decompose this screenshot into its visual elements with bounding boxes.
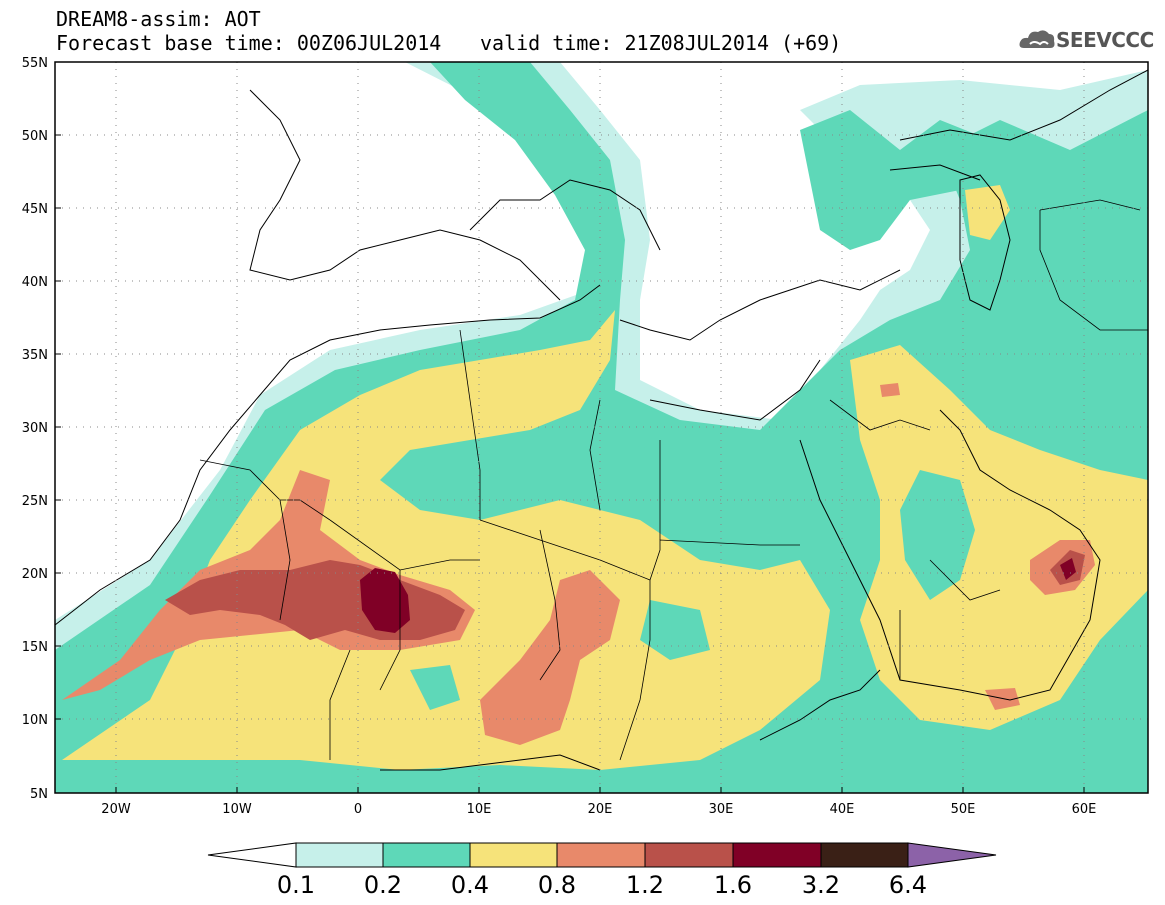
lon-label: 20E bbox=[588, 802, 613, 817]
aot-teal-islands bbox=[410, 440, 975, 710]
lat-label: 40N bbox=[22, 275, 48, 290]
colorbar-label: 1.6 bbox=[714, 871, 752, 899]
colorbar-low-arrow bbox=[207, 842, 297, 868]
lon-label: 10E bbox=[467, 802, 492, 817]
logo-text: SEEVCCC bbox=[1056, 28, 1154, 52]
lat-label: 55N bbox=[22, 56, 48, 71]
colorbar-label: 3.2 bbox=[802, 871, 840, 899]
lat-label: 50N bbox=[22, 129, 48, 144]
lon-label: 10W bbox=[222, 802, 252, 817]
colorbar-label: 0.8 bbox=[538, 871, 576, 899]
lat-label: 25N bbox=[22, 494, 48, 509]
colorbar bbox=[207, 842, 997, 868]
lon-label: 0 bbox=[354, 802, 362, 817]
colorbar-swatch bbox=[295, 842, 384, 868]
coastlines bbox=[55, 69, 1148, 771]
lon-label: 50E bbox=[951, 802, 976, 817]
lon-label: 60E bbox=[1072, 802, 1097, 817]
lat-label: 10N bbox=[22, 713, 48, 728]
title-line-2: Forecast base time: 00Z06JUL2014 bbox=[56, 31, 442, 55]
lon-label: 20W bbox=[101, 802, 131, 817]
colorbar-swatch bbox=[556, 842, 646, 868]
lat-label: 45N bbox=[22, 202, 48, 217]
colorbar-label: 6.4 bbox=[889, 871, 927, 899]
lat-label: 5N bbox=[30, 787, 48, 802]
country-borders bbox=[199, 199, 1148, 761]
cloud-logo-icon bbox=[1019, 30, 1055, 48]
colorbar-swatch bbox=[820, 842, 909, 868]
aot-level-0.4 bbox=[62, 185, 1148, 770]
lat-label: 30N bbox=[22, 421, 48, 436]
colorbar-label: 0.1 bbox=[277, 871, 315, 899]
lat-label: 15N bbox=[22, 640, 48, 655]
colorbar-swatch bbox=[644, 842, 734, 868]
colorbar-high-arrow bbox=[907, 842, 997, 868]
colorbar-swatch bbox=[382, 842, 471, 868]
latitude-ticks bbox=[55, 134, 61, 720]
aot-level-1.6 bbox=[360, 558, 1076, 633]
longitude-ticks bbox=[115, 787, 1085, 793]
colorbar-labels: 0.1 0.2 0.4 0.8 1.2 1.6 3.2 6.4 bbox=[277, 871, 927, 899]
colorbar-label: 0.2 bbox=[364, 871, 402, 899]
aot-field bbox=[55, 62, 1148, 793]
colorbar-swatch bbox=[732, 842, 822, 868]
title-line-1: DREAM8-assim: AOT bbox=[56, 7, 261, 31]
colorbar-label: 1.2 bbox=[626, 871, 664, 899]
lat-label: 35N bbox=[22, 348, 48, 363]
lon-label: 30E bbox=[709, 802, 734, 817]
colorbar-swatch bbox=[469, 842, 558, 868]
colorbar-label: 0.4 bbox=[451, 871, 489, 899]
graticule bbox=[55, 62, 1148, 793]
lon-label: 40E bbox=[830, 802, 855, 817]
lat-label: 20N bbox=[22, 567, 48, 582]
latitude-labels: 55N 50N 45N 40N 35N 30N 25N 20N 15N 10N … bbox=[22, 56, 48, 802]
valid-time: valid time: 21Z08JUL2014 (+69) bbox=[480, 31, 842, 55]
longitude-labels: 20W 10W 0 10E 20E 30E 40E 50E 60E bbox=[101, 802, 1096, 817]
